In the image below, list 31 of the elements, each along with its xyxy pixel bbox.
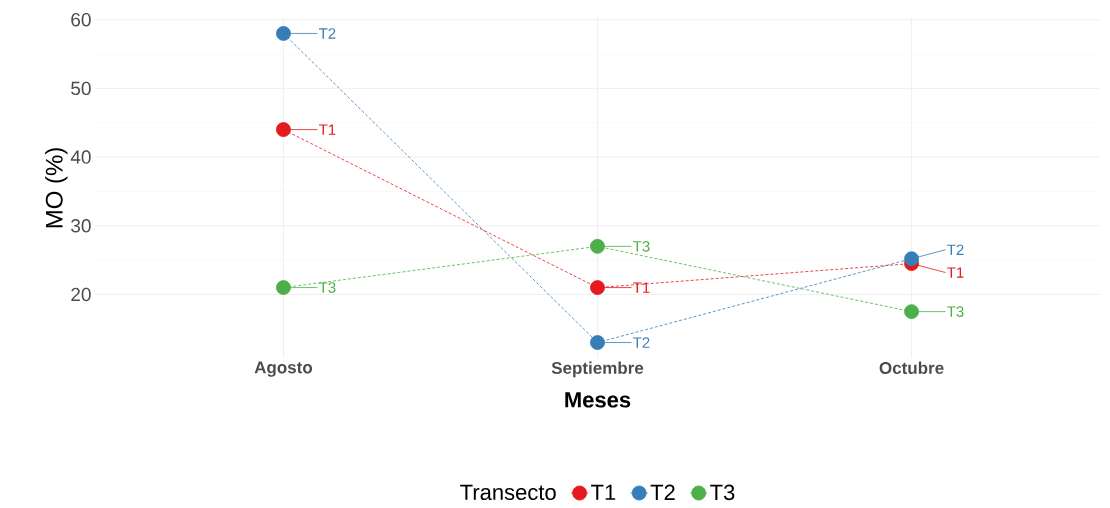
legend-title: Transecto: [460, 484, 556, 501]
annotation: T3: [947, 306, 964, 317]
point: [276, 122, 291, 137]
point: [590, 280, 605, 295]
x-axis-title: Meses: [565, 392, 631, 408]
legend-label: T3: [710, 484, 735, 501]
annotation: T2: [633, 337, 650, 348]
x-tick-label: Agosto: [254, 361, 313, 377]
point: [276, 26, 291, 41]
y-tick-label: 30: [71, 219, 91, 233]
legend-label: T2: [650, 484, 675, 500]
point: [276, 280, 291, 295]
annotation: T3: [633, 241, 650, 252]
point: [590, 335, 605, 350]
annotation: T1: [947, 267, 964, 278]
x-tick-label: Septiembre: [551, 361, 644, 378]
y-axis-title: MO (%): [45, 148, 68, 228]
y-tick-label: 20: [71, 287, 91, 302]
annotation: T2: [947, 244, 964, 255]
point: [904, 304, 919, 320]
annotation: T3: [318, 282, 336, 293]
y-tick-label: 60: [71, 12, 91, 27]
annotation: T2: [318, 28, 336, 39]
annotation: T1: [633, 282, 650, 293]
point: [590, 238, 605, 254]
y-tick-label: 40: [70, 150, 91, 164]
x-tick-label: Octubre: [879, 361, 944, 375]
y-tick-label: 50: [71, 81, 91, 96]
annotation: T1: [318, 124, 336, 135]
legend-label: T1: [591, 484, 616, 500]
point: [904, 251, 919, 267]
